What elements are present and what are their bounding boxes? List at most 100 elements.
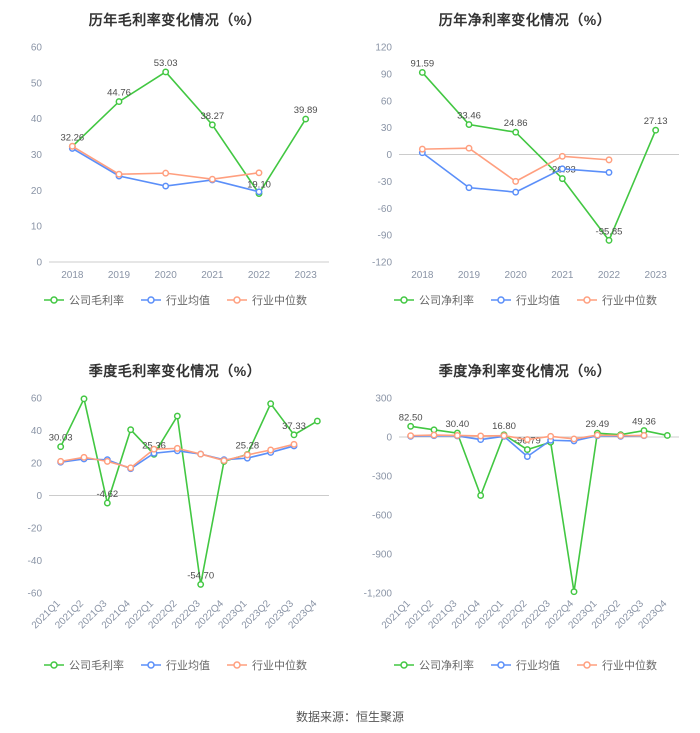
legend-label: 行业均值 [516, 660, 560, 672]
series-point-marker [220, 457, 228, 465]
y-axis-tick-label: 30 [31, 150, 43, 161]
series-point-marker [150, 445, 158, 453]
series-point-marker [617, 432, 625, 440]
legend-item-series-2[interactable]: 行业中位数 [226, 657, 307, 673]
series-point-marker [290, 440, 298, 448]
data-point-label: 16.80 [492, 421, 516, 432]
data-point-label: 82.50 [399, 412, 423, 423]
legend-label: 行业中位数 [602, 660, 657, 672]
y-axis-tick-label: 300 [375, 394, 392, 405]
legend-item-series-2[interactable]: 行业中位数 [576, 657, 657, 673]
line-chart-canvas: -1,200-900-600-30003002021Q12021Q22021Q3… [364, 394, 679, 631]
y-axis-tick-label: -40 [28, 556, 43, 567]
legend-label: 行业中位数 [252, 660, 307, 672]
x-axis-tick-label: 2020 [505, 270, 528, 281]
series-point-marker [523, 453, 531, 460]
series-point-marker [173, 444, 181, 452]
series-point-marker [605, 156, 613, 164]
legend-label: 公司毛利率 [69, 295, 124, 307]
legend-label: 行业均值 [166, 295, 210, 307]
series-point-marker [558, 175, 566, 183]
legend-line-marker-icon [227, 661, 247, 669]
data-point-label: 49.36 [632, 417, 656, 428]
legend-item-series-1[interactable]: 行业均值 [490, 292, 560, 308]
series-point-marker [313, 417, 321, 425]
chart-legend: 公司毛利率 行业均值 行业中位数 [43, 292, 307, 308]
legend-item-series-2[interactable]: 行业中位数 [226, 292, 307, 308]
series-point-marker [477, 432, 485, 440]
legend-line-marker-icon [577, 296, 597, 304]
y-axis-tick-label: -600 [372, 511, 392, 522]
y-axis-tick-label: 30 [381, 123, 393, 134]
legend-item-series-1[interactable]: 行业均值 [140, 657, 210, 673]
data-point-label: 32.26 [60, 132, 84, 143]
line-chart-canvas: -60-40-2002040602021Q12021Q22021Q32021Q4… [28, 394, 329, 631]
legend-item-series-1[interactable]: 行业均值 [140, 292, 210, 308]
series-point-marker [57, 457, 65, 465]
x-axis-tick-label: 2023 [295, 270, 318, 281]
y-axis-tick-label: 40 [31, 426, 43, 437]
legend-line-marker-icon [141, 296, 161, 304]
series-point-marker [652, 126, 660, 134]
series-point-marker [512, 128, 520, 136]
series-point-marker [512, 177, 520, 185]
y-axis-tick-label: -1,200 [364, 589, 393, 600]
data-point-label: 33.46 [457, 111, 481, 122]
series-point-marker [663, 431, 671, 439]
data-point-label: 29.49 [585, 419, 609, 430]
y-axis-tick-label: -60 [378, 204, 393, 215]
x-axis-tick-label: 2021 [201, 270, 224, 281]
chart-title: 季度净利率变化情况（%） [438, 363, 612, 379]
series-point-marker [208, 175, 216, 183]
y-axis-tick-label: 50 [31, 78, 43, 89]
series-point-marker [593, 431, 601, 439]
series-point-marker [255, 169, 263, 177]
legend-item-series-1[interactable]: 行业均值 [490, 657, 560, 673]
series-point-marker [197, 580, 205, 588]
legend-item-series-0[interactable]: 公司毛利率 [43, 657, 124, 673]
series-point-marker [68, 142, 76, 150]
series-line [422, 147, 610, 183]
series-point-marker [115, 98, 123, 106]
series-point-marker [453, 431, 461, 439]
y-axis-tick-label: -30 [378, 177, 393, 188]
y-axis-tick-label: 0 [36, 258, 42, 269]
y-axis-tick-label: 10 [31, 222, 43, 233]
series-point-marker [418, 145, 426, 153]
x-axis-tick-label: 2019 [108, 270, 131, 281]
series-point-marker [605, 168, 613, 176]
series-point-marker [243, 451, 251, 459]
series-point-marker [407, 432, 415, 440]
legend-item-series-2[interactable]: 行业中位数 [576, 292, 657, 308]
series-point-marker [255, 188, 263, 196]
chart-card-annual-gross-margin: 历年毛利率变化情况（%） 0 10 20 30 40 50 60 2018 2019 2020 20… [0, 0, 350, 351]
legend-line-marker-icon [491, 296, 511, 304]
x-axis-tick-label: 2018 [411, 270, 434, 281]
series-point-marker [103, 457, 111, 465]
data-point-label: 30.03 [49, 433, 73, 444]
data-point-label: -4.62 [97, 489, 119, 500]
series-line [410, 425, 668, 592]
legend-line-marker-icon [577, 661, 597, 669]
data-point-label: -95.85 [596, 226, 623, 237]
legend-item-series-0[interactable]: 公司净利率 [393, 292, 474, 308]
y-axis-tick-label: -900 [372, 550, 392, 561]
data-point-label: 30.40 [445, 419, 469, 430]
series-point-marker [512, 188, 520, 196]
y-axis-tick-label: -90 [378, 231, 393, 242]
legend-item-series-0[interactable]: 公司净利率 [393, 657, 474, 673]
chart-legend: 公司净利率 行业均值 行业中位数 [393, 657, 657, 673]
legend-line-marker-icon [141, 661, 161, 669]
legend-label: 公司净利率 [419, 295, 474, 307]
legend-line-marker-icon [44, 296, 64, 304]
series-point-marker [407, 422, 415, 430]
series-point-marker [418, 69, 426, 76]
series-point-marker [640, 431, 648, 439]
chart-card-annual-net-margin: 历年净利率变化情况（%） -120 -90 -60 -30 0 30 60 90 120 2018… [350, 0, 700, 351]
series-point-marker [162, 169, 170, 177]
legend-item-series-0[interactable]: 公司毛利率 [43, 292, 124, 308]
chart-title: 历年毛利率变化情况（%） [88, 12, 262, 28]
y-axis-tick-label: -300 [372, 472, 392, 483]
series-point-marker [465, 121, 473, 128]
charts-grid: 历年毛利率变化情况（%） 0 10 20 30 40 50 60 2018 2019 2020 20… [0, 0, 700, 673]
